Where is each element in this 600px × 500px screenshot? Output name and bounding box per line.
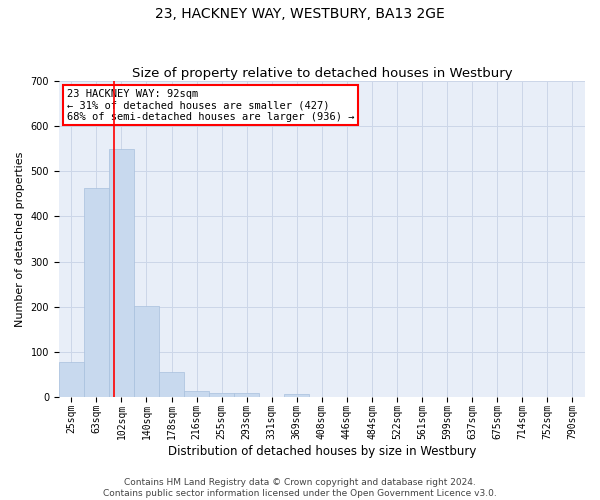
Bar [209, 394, 234, 398]
Bar [109, 148, 134, 398]
Bar [84, 188, 109, 398]
Bar [284, 394, 310, 398]
X-axis label: Distribution of detached houses by size in Westbury: Distribution of detached houses by size … [168, 444, 476, 458]
Bar [234, 394, 259, 398]
Bar [184, 391, 209, 398]
Y-axis label: Number of detached properties: Number of detached properties [15, 152, 25, 326]
Title: Size of property relative to detached houses in Westbury: Size of property relative to detached ho… [131, 66, 512, 80]
Text: Contains HM Land Registry data © Crown copyright and database right 2024.
Contai: Contains HM Land Registry data © Crown c… [103, 478, 497, 498]
Bar [59, 362, 84, 398]
Text: 23, HACKNEY WAY, WESTBURY, BA13 2GE: 23, HACKNEY WAY, WESTBURY, BA13 2GE [155, 8, 445, 22]
Text: 23 HACKNEY WAY: 92sqm
← 31% of detached houses are smaller (427)
68% of semi-det: 23 HACKNEY WAY: 92sqm ← 31% of detached … [67, 88, 354, 122]
Bar [159, 372, 184, 398]
Bar [134, 306, 159, 398]
